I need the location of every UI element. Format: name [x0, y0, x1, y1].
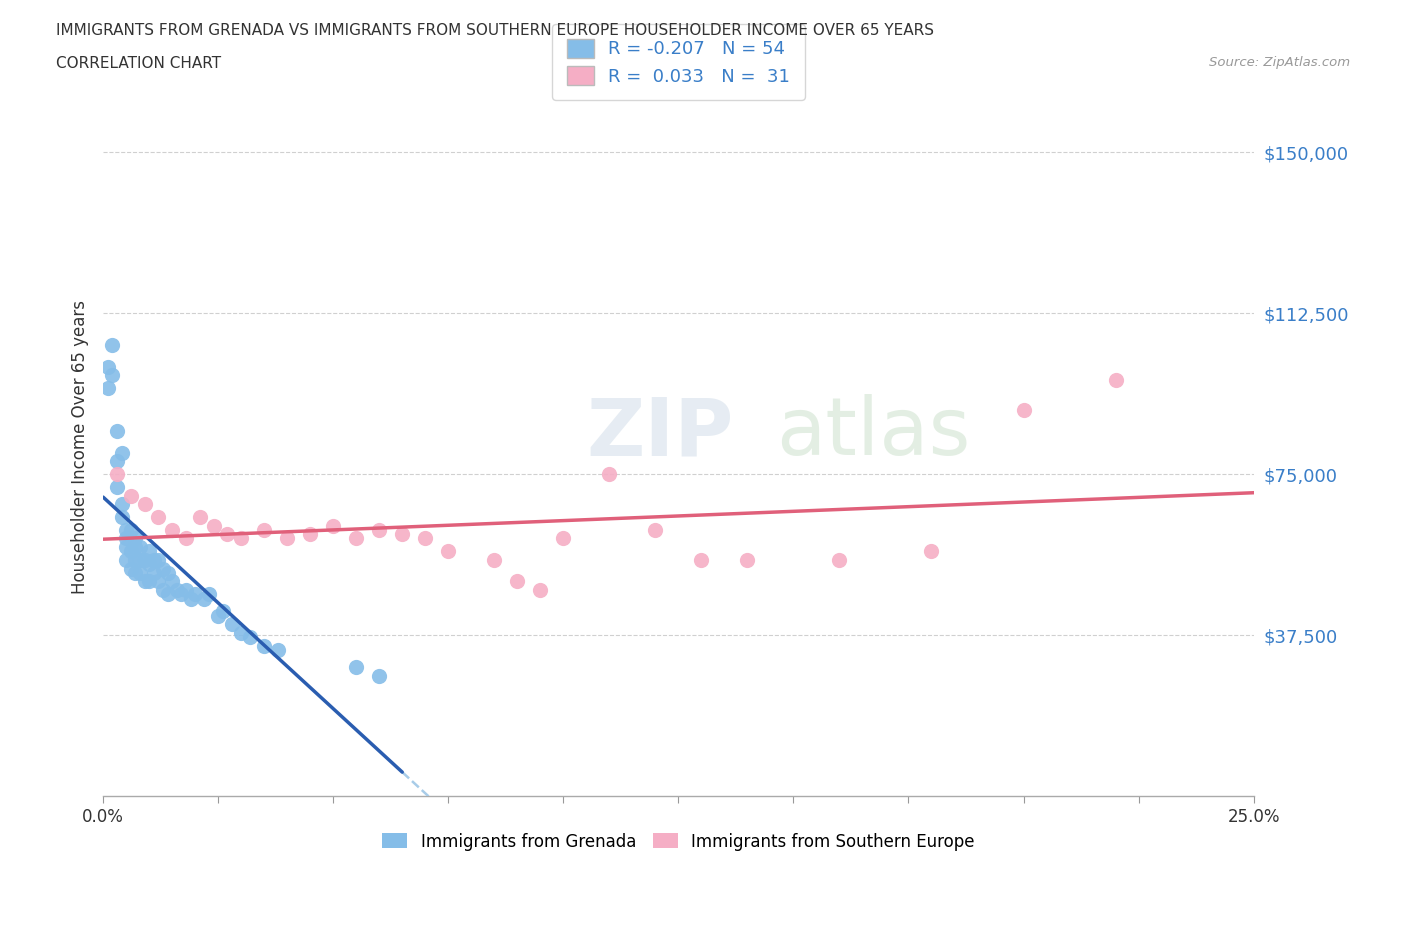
Point [138, 544, 160, 559]
Point [828, 552, 851, 567]
Point [166, 582, 188, 597]
Point [267, 643, 290, 658]
Point [152, 582, 174, 597]
Point [344, 659, 367, 674]
Point [115, 539, 138, 554]
Point [690, 552, 713, 567]
Point [120, 488, 142, 503]
Point [221, 617, 243, 631]
Point [391, 526, 413, 541]
Point [231, 531, 253, 546]
Text: Source: ZipAtlas.com: Source: ZipAtlas.com [1209, 56, 1350, 69]
Point [1104, 372, 1126, 387]
Point [115, 523, 138, 538]
Point [129, 539, 152, 554]
Point [299, 526, 322, 541]
Point [101, 338, 124, 352]
Point [97, 359, 120, 374]
Point [207, 608, 229, 623]
Point [110, 497, 132, 512]
Point [253, 523, 276, 538]
Point [253, 638, 276, 653]
Point [97, 381, 120, 396]
Point [142, 565, 165, 580]
Text: atlas: atlas [776, 394, 970, 472]
Y-axis label: Householder Income Over 65 years: Householder Income Over 65 years [72, 300, 89, 594]
Point [110, 510, 132, 525]
Point [120, 561, 142, 576]
Point [124, 552, 146, 567]
Point [529, 582, 551, 597]
Point [644, 523, 666, 538]
Point [211, 604, 233, 618]
Point [138, 557, 160, 572]
Point [202, 518, 225, 533]
Point [437, 544, 460, 559]
Point [115, 552, 138, 567]
Point [124, 565, 146, 580]
Text: IMMIGRANTS FROM GRENADA VS IMMIGRANTS FROM SOUTHERN EUROPE HOUSEHOLDER INCOME OV: IMMIGRANTS FROM GRENADA VS IMMIGRANTS FR… [56, 23, 934, 38]
Point [1012, 403, 1035, 418]
Text: ZIP: ZIP [586, 394, 734, 472]
Point [120, 523, 142, 538]
Point [276, 531, 298, 546]
Point [413, 531, 436, 546]
Point [368, 523, 391, 538]
Point [198, 587, 221, 602]
Point [124, 531, 146, 546]
Point [217, 526, 239, 541]
Point [231, 626, 253, 641]
Point [134, 497, 156, 512]
Point [368, 669, 391, 684]
Point [101, 368, 124, 383]
Point [239, 630, 262, 644]
Point [148, 510, 170, 525]
Point [148, 552, 170, 567]
Point [484, 552, 506, 567]
Point [170, 587, 193, 602]
Point [156, 587, 179, 602]
Point [193, 591, 215, 606]
Point [129, 552, 152, 567]
Point [105, 467, 128, 482]
Point [156, 565, 179, 580]
Point [188, 510, 211, 525]
Point [174, 582, 197, 597]
Point [124, 539, 146, 554]
Point [115, 531, 138, 546]
Point [120, 544, 142, 559]
Point [105, 454, 128, 469]
Point [322, 518, 344, 533]
Point [553, 531, 575, 546]
Point [160, 523, 183, 538]
Point [598, 467, 620, 482]
Point [134, 552, 156, 567]
Legend: Immigrants from Grenada, Immigrants from Southern Europe: Immigrants from Grenada, Immigrants from… [375, 826, 981, 857]
Point [920, 544, 942, 559]
Point [129, 565, 152, 580]
Point [506, 574, 529, 589]
Point [737, 552, 759, 567]
Point [174, 531, 197, 546]
Point [138, 574, 160, 589]
Point [180, 591, 202, 606]
Point [152, 561, 174, 576]
Point [160, 574, 183, 589]
Point [134, 574, 156, 589]
Point [105, 480, 128, 495]
Point [148, 574, 170, 589]
Text: CORRELATION CHART: CORRELATION CHART [56, 56, 221, 71]
Point [110, 445, 132, 460]
Point [105, 424, 128, 439]
Point [344, 531, 367, 546]
Point [142, 552, 165, 567]
Point [184, 587, 207, 602]
